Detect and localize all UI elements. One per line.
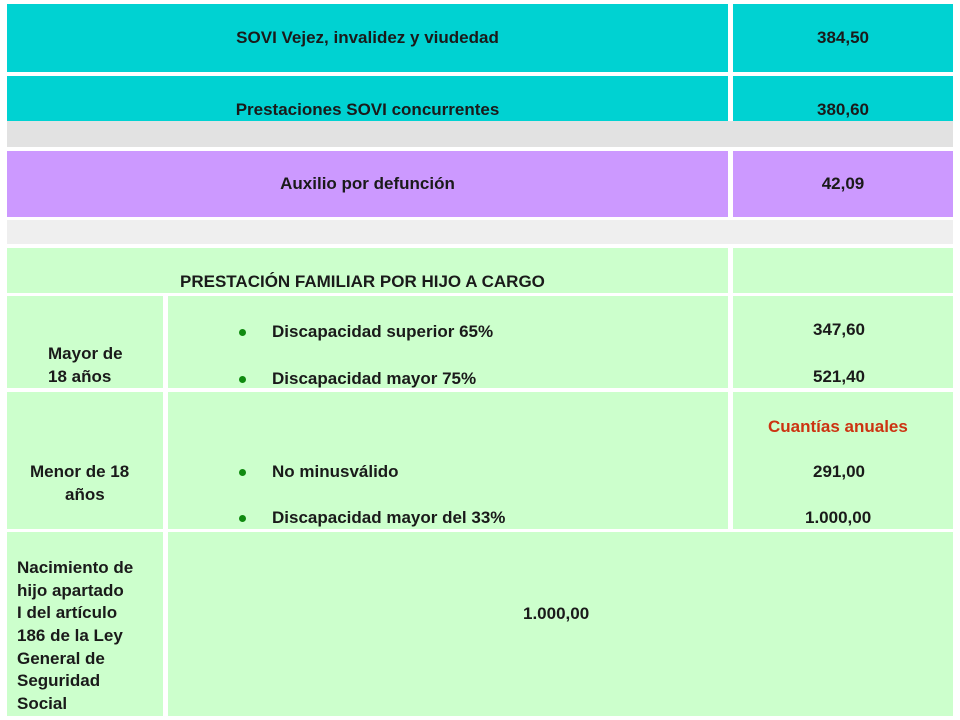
menor-label-line2: años [65,485,105,504]
menor-label-cell: Menor de 18 años [7,392,163,529]
separator-band-2 [7,220,953,244]
nacimiento-label-line2: hijo apartado [17,581,124,600]
sovi-concurrentes-value-text: 380,60 [817,100,869,119]
nacimiento-value-cell: 1.000,00 [168,532,953,716]
mayor-item-1: Discapacidad superior 65% [272,322,494,341]
nacimiento-label-line3: I del artículo [17,603,118,622]
mayor-label-line2: 18 años [48,367,112,386]
sovi-vejez-value: 384,50 [733,4,953,72]
familiar-heading: PRESTACIÓN FAMILIAR POR HIJO A CARGO [180,272,545,291]
nacimiento-label-cell: Nacimiento de hijo apartado I del artícu… [7,532,163,716]
sovi-concurrentes-value: 380,60 [733,76,953,121]
mayor-values-cell: 347,60 521,40 [733,296,953,388]
menor-item-2: Discapacidad mayor del 33% [272,508,506,527]
sovi-vejez-value-text: 384,50 [817,28,869,47]
bullet-icon [239,469,246,476]
sovi-vejez-label: SOVI Vejez, invalidez y viudedad [7,4,728,72]
nacimiento-label-line1: Nacimiento de [17,558,134,577]
nacimiento-label-line7: Social [17,694,68,713]
sovi-vejez-label-text: SOVI Vejez, invalidez y viudedad [236,28,499,47]
mayor-value-1: 347,60 [813,320,865,339]
menor-value-1: 291,00 [813,462,865,481]
auxilio-label: Auxilio por defunción [7,151,728,217]
auxilio-value: 42,09 [733,151,953,217]
mayor-items-cell: Discapacidad superior 65% Discapacidad m… [168,296,728,388]
sovi-concurrentes-label: Prestaciones SOVI concurrentes [7,76,728,121]
nacimiento-label-line4: 186 de la Ley [17,626,123,645]
familiar-heading-cell: PRESTACIÓN FAMILIAR POR HIJO A CARGO [7,248,728,293]
cuantias-anuales-note: Cuantías anuales [768,417,908,436]
bullet-icon [239,329,246,336]
menor-item-1: No minusválido [272,462,399,481]
nacimiento-label-line6: Seguridad [17,671,101,690]
familiar-heading-value-cell [733,248,953,293]
menor-value-2: 1.000,00 [805,508,872,527]
menor-label-line1: Menor de 18 [30,462,130,481]
mayor-value-2: 521,40 [813,367,865,386]
mayor-label-line1: Mayor de [48,344,123,363]
nacimiento-value: 1.000,00 [523,604,590,623]
menor-values-cell: Cuantías anuales 291,00 1.000,00 [733,392,953,529]
menor-items-cell: No minusválido Discapacidad mayor del 33… [168,392,728,529]
mayor-label-cell: Mayor de 18 años [7,296,163,388]
bullet-icon [239,376,246,383]
mayor-item-2: Discapacidad mayor 75% [272,369,477,388]
auxilio-label-text: Auxilio por defunción [280,174,455,193]
auxilio-value-text: 42,09 [821,174,865,193]
separator-band [7,121,953,147]
sovi-concurrentes-label-text: Prestaciones SOVI concurrentes [235,100,500,119]
bullet-icon [239,515,246,522]
nacimiento-label-line5: General de [17,649,105,668]
